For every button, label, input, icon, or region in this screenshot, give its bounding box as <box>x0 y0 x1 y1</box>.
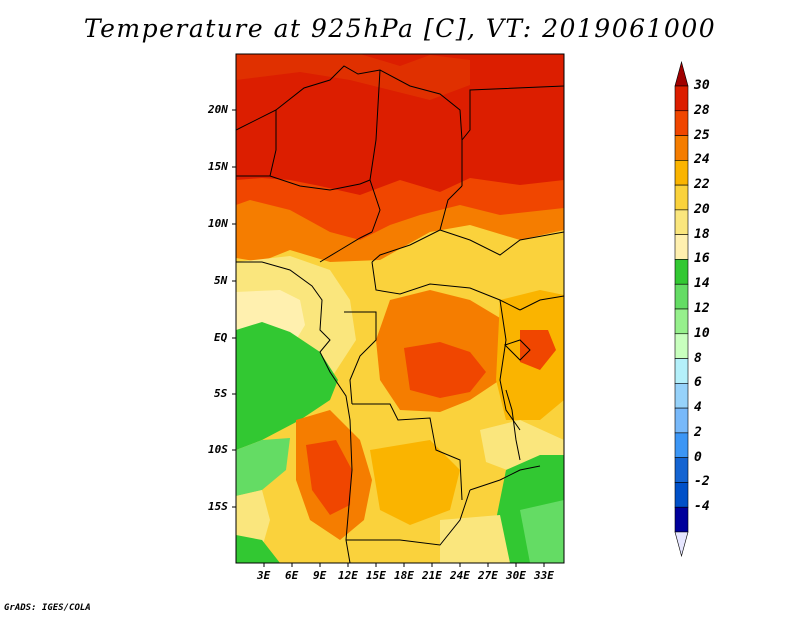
border-sudan-ssudan <box>439 229 564 256</box>
colorbar-label: 20 <box>694 201 710 217</box>
border-north-africa <box>236 65 463 186</box>
coastline-west <box>236 261 353 563</box>
colorbar-label: -2 <box>694 474 710 490</box>
lat-label: 5N <box>214 274 228 287</box>
colorbar-swatch <box>674 234 689 260</box>
temp-band-24-south <box>370 440 460 525</box>
border-gabon-congo <box>344 311 377 405</box>
colorbar-label: 30 <box>694 78 710 93</box>
temp-band-28-congo <box>404 342 486 398</box>
temp-band-20-south <box>440 515 510 563</box>
colorbar-arrow-bottom <box>674 531 689 558</box>
lat-label: EQ <box>214 331 228 344</box>
border-libya-sudan <box>461 85 564 141</box>
temp-band-16-sw <box>236 535 280 563</box>
country-borders <box>236 65 564 563</box>
lon-label: 24E <box>450 569 470 582</box>
border-zambia <box>469 465 541 491</box>
temp-band-14-atlantic <box>236 438 290 496</box>
lon-label: 15E <box>366 569 386 582</box>
colorbar-swatch <box>674 308 689 335</box>
temperature-field <box>236 54 564 563</box>
temp-band-28-angola <box>306 440 352 515</box>
border-mali-niger <box>236 110 277 177</box>
temp-band-16-atlantic <box>236 322 338 450</box>
lat-label: 5S <box>214 387 228 400</box>
lon-label: 18E <box>394 569 414 582</box>
map-title: Temperature at 925hPa [C], VT: 201906100… <box>83 14 717 43</box>
colorbar-label: 22 <box>694 177 710 193</box>
map-frame <box>235 53 565 564</box>
colorbar-swatch <box>674 110 689 136</box>
colorbar-swatch <box>674 135 689 161</box>
colorbar-swatch <box>674 457 689 483</box>
colorbar-swatch <box>674 333 689 359</box>
colorbar-label: 24 <box>694 152 710 168</box>
colorbar-swatch <box>674 482 689 508</box>
colorbar-label: 12 <box>694 301 710 316</box>
lon-label: 21E <box>422 569 442 582</box>
lat-label: 15N <box>208 160 228 173</box>
lon-label: 33E <box>534 569 554 582</box>
temp-band-14-se <box>520 500 564 563</box>
colorbar-label: 25 <box>694 127 710 143</box>
colorbar-swatch <box>674 160 689 186</box>
colorbar-swatch <box>674 407 689 434</box>
border-drc-angola <box>352 403 463 501</box>
border-chad-car <box>371 185 463 263</box>
colorbar-label: 4 <box>694 400 702 416</box>
colorbar-label: 2 <box>694 424 702 440</box>
colorbar-label: 14 <box>694 276 710 292</box>
border-niger-nigeria <box>269 175 371 191</box>
border-angola-namibia <box>346 489 471 546</box>
colorbar-label: 0 <box>694 449 702 465</box>
temp-patch-north <box>236 54 470 100</box>
colorbar-label: 18 <box>694 226 710 242</box>
lon-label: 3E <box>257 569 271 582</box>
lake-victoria-outline <box>504 339 531 361</box>
colorbar-label: 8 <box>694 350 702 366</box>
colorbar-swatch <box>674 259 689 285</box>
colorbar-swatch <box>674 506 689 533</box>
lon-label: 27E <box>478 569 498 582</box>
colorbar-swatch <box>674 358 689 384</box>
lat-label: 15S <box>208 500 228 513</box>
lat-label: 10N <box>208 217 228 230</box>
lon-label: 9E <box>313 569 327 582</box>
border-nigeria-cameroon <box>319 231 373 263</box>
border-drc-east <box>499 299 521 431</box>
colorbar-swatch <box>674 383 689 409</box>
colorbar-label: 28 <box>694 102 710 118</box>
colorbar-swatch <box>674 283 689 310</box>
colorbar-swatch <box>674 432 689 458</box>
credit-text: GrADS: IGES/COLA <box>4 603 91 613</box>
temp-patch-lake-victoria <box>520 330 556 370</box>
colorbar-swatch <box>674 184 689 211</box>
lat-label: 20N <box>208 103 228 116</box>
colorbar-label: -4 <box>694 499 710 515</box>
lon-label: 12E <box>338 569 358 582</box>
colorbar-label: 10 <box>694 325 710 341</box>
colorbar-arrow-top <box>674 60 689 87</box>
colorbar <box>674 60 689 558</box>
colorbar-swatch <box>674 85 689 112</box>
lon-label: 30E <box>506 569 526 582</box>
lake-tanganyika-outline <box>505 389 521 461</box>
lat-label: 10S <box>208 443 228 456</box>
lon-label: 6E <box>285 569 299 582</box>
colorbar-swatch <box>674 209 689 235</box>
colorbar-label: 16 <box>694 251 710 267</box>
colorbar-label: 6 <box>694 375 702 391</box>
axis-ticks <box>232 109 545 567</box>
border-uganda-kenya <box>519 295 564 311</box>
